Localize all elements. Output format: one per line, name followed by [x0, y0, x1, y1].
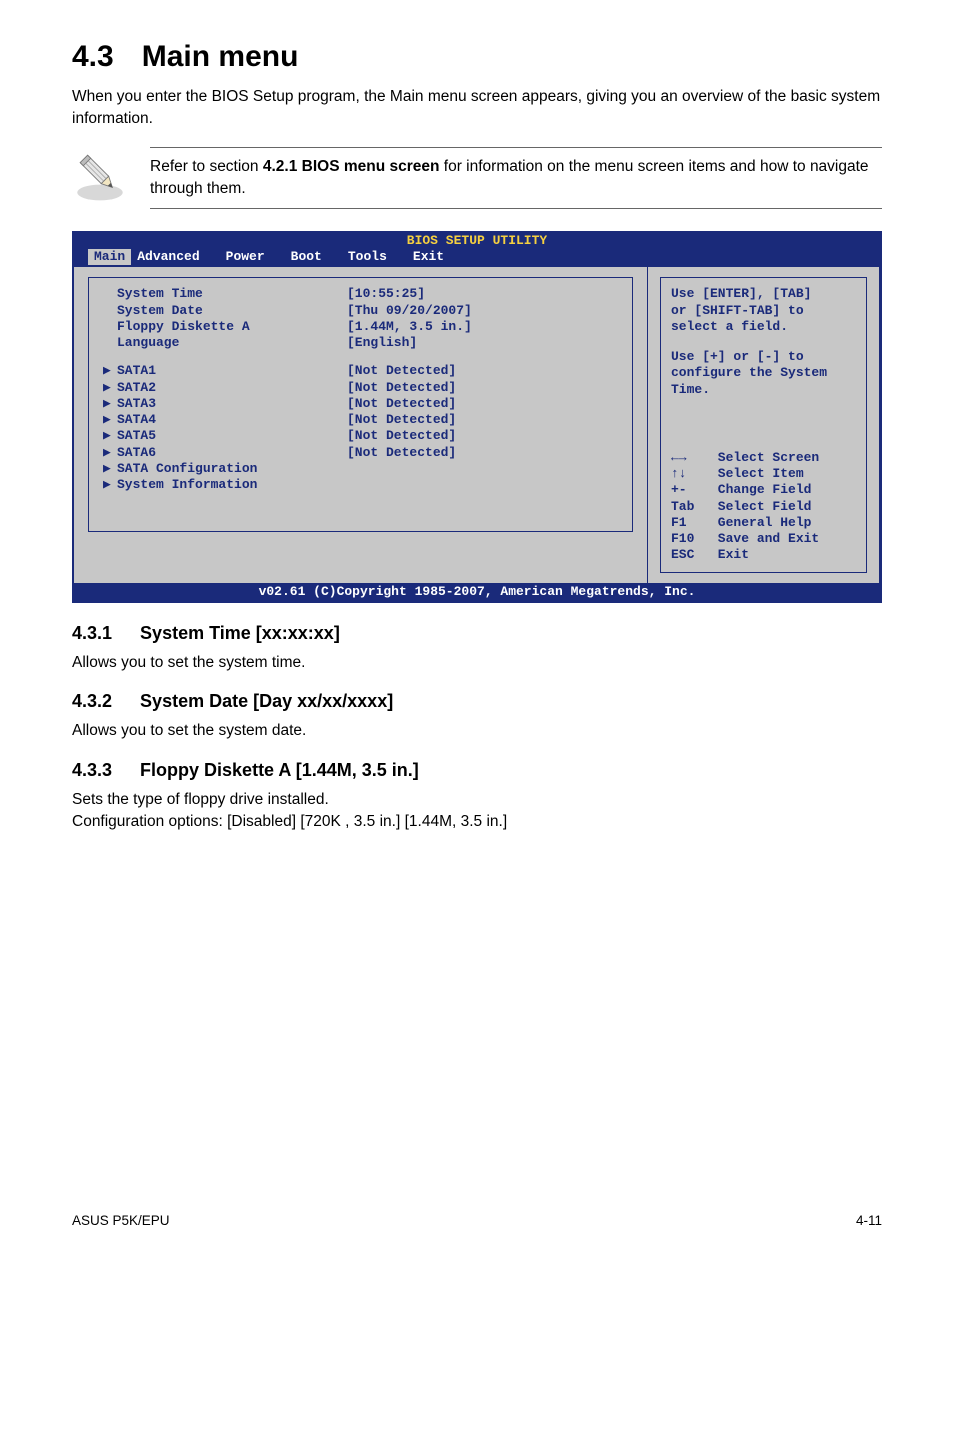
bios-row[interactable]: ▶SATA1 [Not Detected]	[103, 363, 618, 379]
bios-field-value: [Not Detected]	[347, 363, 456, 379]
bios-row[interactable]: ▶SATA2 [Not Detected]	[103, 380, 618, 396]
subsection-title: Floppy Diskette A [1.44M, 3.5 in.]	[140, 760, 419, 780]
bios-field-value: [Not Detected]	[347, 396, 456, 412]
bios-key-row: F10 Save and Exit	[671, 531, 856, 547]
bios-field-value: [English]	[347, 335, 417, 351]
triangle-right-icon: ▶	[103, 477, 117, 493]
bios-field-value: [Not Detected]	[347, 428, 456, 444]
subsection-heading: 4.3.3 Floppy Diskette A [1.44M, 3.5 in.]	[72, 760, 882, 781]
bios-key-row: +- Change Field	[671, 482, 856, 498]
page-footer: ASUS P5K/EPU 4-11	[72, 1213, 882, 1258]
bios-help-mid: Use [+] or [-] to configure the System T…	[671, 349, 856, 398]
bios-key-row: ↑↓ Select Item	[671, 466, 856, 482]
note-content: Refer to section 4.2.1 BIOS menu screen …	[150, 147, 882, 208]
bios-field-value: [Thu 09/20/2007]	[347, 303, 472, 319]
subsection-body: Allows you to set the system time.	[72, 652, 882, 674]
bios-row[interactable]: ▶System Information	[103, 477, 618, 493]
subsection-number: 4.3.3	[72, 760, 112, 781]
triangle-right-icon	[103, 303, 117, 319]
bios-keys: ←→ Select Screen↑↓ Select Item+- Change …	[671, 450, 856, 564]
triangle-right-icon	[103, 335, 117, 351]
bios-field-value: [1.44M, 3.5 in.]	[347, 319, 472, 335]
section-title: Main menu	[142, 40, 299, 73]
bios-footer: v02.61 (C)Copyright 1985-2007, American …	[74, 583, 880, 601]
bios-row[interactable]: ▶SATA3 [Not Detected]	[103, 396, 618, 412]
bios-tab-advanced[interactable]: Advanced	[131, 249, 219, 265]
triangle-right-icon: ▶	[103, 396, 117, 412]
subsection-heading: 4.3.2 System Date [Day xx/xx/xxxx]	[72, 691, 882, 712]
bios-field-label: SATA2	[117, 380, 347, 396]
pencil-icon	[72, 147, 128, 208]
bios-row[interactable]: Floppy Diskette A [1.44M, 3.5 in.]	[103, 319, 618, 335]
bios-field-label: SATA5	[117, 428, 347, 444]
bios-screen: BIOS SETUP UTILITY Main Advanced Power B…	[72, 231, 882, 603]
triangle-right-icon	[103, 319, 117, 335]
bios-row[interactable]: System Time [10:55:25]	[103, 286, 618, 302]
bios-field-label: System Date	[117, 303, 347, 319]
triangle-right-icon	[103, 286, 117, 302]
bios-field-label: Floppy Diskette A	[117, 319, 347, 335]
bios-row[interactable]: ▶SATA4 [Not Detected]	[103, 412, 618, 428]
bios-key-row: ←→ Select Screen	[671, 450, 856, 466]
bios-field-label: SATA6	[117, 445, 347, 461]
bios-right-pane: Use [ENTER], [TAB] or [SHIFT-TAB] to sel…	[648, 267, 880, 582]
bios-tab-exit[interactable]: Exit	[407, 249, 464, 265]
bios-key-row: F1 General Help	[671, 515, 856, 531]
subsection: 4.3.2 System Date [Day xx/xx/xxxx] Allows …	[72, 691, 882, 742]
subsection: 4.3.3 Floppy Diskette A [1.44M, 3.5 in.] S…	[72, 760, 882, 832]
bios-field-value: [10:55:25]	[347, 286, 425, 302]
section-number: 4.3	[72, 40, 114, 74]
triangle-right-icon: ▶	[103, 380, 117, 396]
bios-field-label: Language	[117, 335, 347, 351]
triangle-right-icon: ▶	[103, 428, 117, 444]
bios-field-value: [Not Detected]	[347, 380, 456, 396]
bios-field-value: [Not Detected]	[347, 412, 456, 428]
bios-field-label: SATA3	[117, 396, 347, 412]
bios-field-value: [Not Detected]	[347, 445, 456, 461]
subsection-title: System Time [xx:xx:xx]	[140, 623, 340, 643]
triangle-right-icon: ▶	[103, 461, 117, 477]
bios-key-row: ESC Exit	[671, 547, 856, 563]
bios-tab-boot[interactable]: Boot	[285, 249, 342, 265]
note-box: Refer to section 4.2.1 BIOS menu screen …	[72, 147, 882, 208]
subsection: 4.3.1 System Time [xx:xx:xx] Allows you to…	[72, 623, 882, 674]
subsection-title: System Date [Day xx/xx/xxxx]	[140, 691, 393, 711]
triangle-right-icon: ▶	[103, 445, 117, 461]
bios-tab-power[interactable]: Power	[220, 249, 285, 265]
subsection-body: Allows you to set the system date.	[72, 720, 882, 742]
subsection-heading: 4.3.1 System Time [xx:xx:xx]	[72, 623, 882, 644]
bios-key-row: Tab Select Field	[671, 499, 856, 515]
bios-row[interactable]: System Date [Thu 09/20/2007]	[103, 303, 618, 319]
bios-help-top: Use [ENTER], [TAB] or [SHIFT-TAB] to sel…	[671, 286, 856, 335]
bios-row[interactable]: ▶SATA5 [Not Detected]	[103, 428, 618, 444]
bios-body: System Time [10:55:25] System Date [Thu …	[74, 267, 880, 582]
bios-row[interactable]: ▶SATA6 [Not Detected]	[103, 445, 618, 461]
bios-row[interactable]: Language [English]	[103, 335, 618, 351]
bios-field-label: System Time	[117, 286, 347, 302]
subsection-number: 4.3.1	[72, 623, 112, 644]
bios-field-label: SATA4	[117, 412, 347, 428]
subsection-body: Sets the type of floppy drive installed.…	[72, 789, 882, 832]
bios-field-label: SATA Configuration	[117, 461, 347, 477]
footer-left: ASUS P5K/EPU	[72, 1213, 170, 1228]
subsection-number: 4.3.2	[72, 691, 112, 712]
triangle-right-icon: ▶	[103, 363, 117, 379]
bios-left-pane: System Time [10:55:25] System Date [Thu …	[74, 267, 648, 582]
section-heading: 4.3 Main menu	[72, 40, 882, 74]
bios-field-label: System Information	[117, 477, 347, 493]
note-text: Refer to section 4.2.1 BIOS menu screen …	[150, 148, 882, 207]
bios-tab-main[interactable]: Main	[88, 249, 131, 265]
bios-tab-tools[interactable]: Tools	[342, 249, 407, 265]
intro-paragraph: When you enter the BIOS Setup program, t…	[72, 86, 882, 129]
note-text-bold: 4.2.1 BIOS menu screen	[263, 158, 440, 175]
footer-right: 4-11	[856, 1213, 882, 1228]
bios-menubar: Main Advanced Power Boot Tools Exit	[74, 249, 880, 267]
bios-row[interactable]: ▶SATA Configuration	[103, 461, 618, 477]
bios-field-label: SATA1	[117, 363, 347, 379]
triangle-right-icon: ▶	[103, 412, 117, 428]
note-text-before: Refer to section	[150, 158, 263, 175]
bios-title: BIOS SETUP UTILITY	[74, 233, 880, 249]
